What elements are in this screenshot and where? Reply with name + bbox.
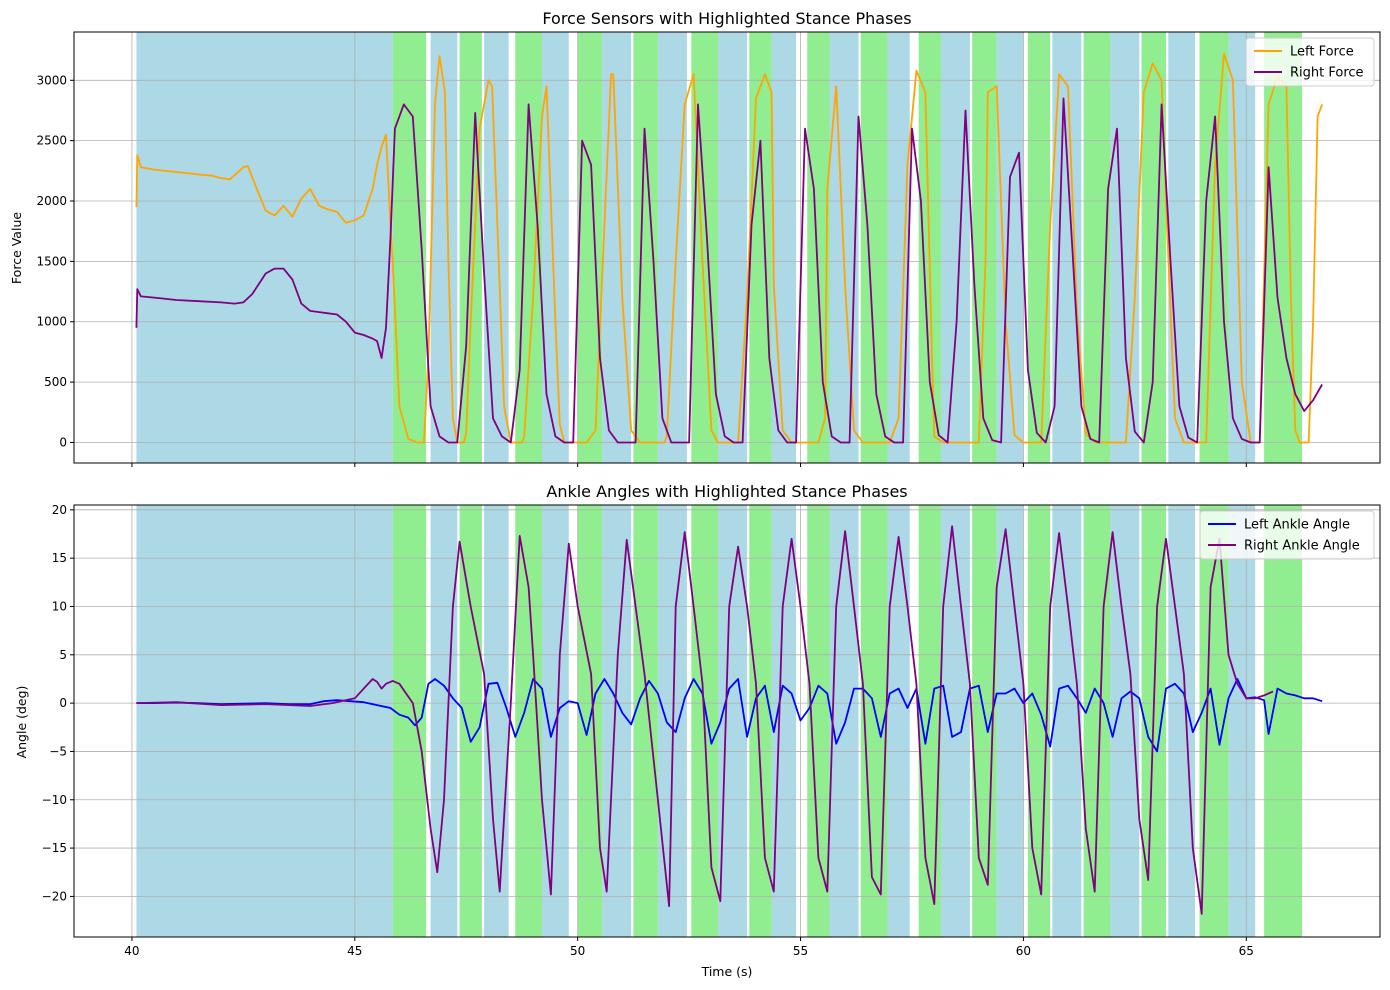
force-y-axis-label: Force Value — [9, 212, 24, 284]
y-tick-label-0: 0 — [59, 435, 67, 449]
y-tick-label-2: −10 — [42, 793, 67, 807]
right-stance-span-9 — [887, 505, 910, 937]
right-stance-span-15 — [1228, 505, 1256, 937]
force-plot-area: 0 500 1000 1500 2000 2500 3000 Left Force Right … — [36, 31, 1381, 467]
right-stance-span-0 — [136, 505, 393, 937]
y-tick-label-4: 0 — [59, 696, 67, 710]
right-stance-span-12 — [1052, 32, 1082, 463]
y-tick-label-0: −20 — [42, 889, 67, 903]
y-tick-label-1: 500 — [44, 375, 67, 389]
left-stance-span-7 — [807, 505, 830, 937]
right-stance-span-2 — [484, 32, 509, 463]
right-stance-span-0 — [136, 32, 393, 463]
legend-box — [1199, 510, 1375, 560]
force-series-line-1 — [135, 97, 1323, 444]
y-tick-label-5: 2500 — [36, 134, 67, 148]
angle-legend: Left Ankle Angle Right Ankle Angle — [1199, 510, 1375, 560]
x-tick-label-5: 65 — [1239, 944, 1254, 958]
force-stance-shading — [136, 32, 1302, 463]
x-tick-label-2: 50 — [570, 944, 585, 958]
right-stance-span-9 — [887, 32, 910, 463]
legend-label-0: Left Force — [1290, 45, 1354, 60]
force-series-line-0 — [135, 52, 1323, 444]
right-stance-span-14 — [1168, 32, 1196, 463]
angle-plot-area: 40 45 50 55 60 65 −20 −15 −10 −5 0 5 10 15 20 Left Ankl… — [42, 503, 1381, 958]
force-axes-frame — [73, 31, 1381, 464]
y-tick-label-2: 1000 — [36, 315, 67, 329]
force-grid — [74, 32, 1380, 463]
x-tick-label-1: 45 — [347, 944, 362, 958]
right-stance-span-2 — [484, 505, 509, 937]
right-stance-span-4 — [602, 32, 632, 463]
angle-series-line-1 — [136, 525, 1274, 915]
left-stance-span-12 — [1083, 505, 1111, 937]
force-panel: Force Sensors with Highlighted Stance Ph… — [9, 9, 1381, 467]
left-stance-span-11 — [1027, 505, 1051, 937]
angle-series-line-0 — [136, 678, 1323, 753]
right-stance-span-10 — [940, 32, 970, 463]
left-stance-span-4 — [633, 505, 658, 937]
y-tick-label-5: 5 — [59, 648, 67, 662]
angle-panel: Ankle Angles with Highlighted Stance Pha… — [14, 482, 1381, 979]
legend-label-1: Right Force — [1290, 66, 1364, 81]
y-tick-label-7: 15 — [52, 551, 67, 565]
right-stance-span-11 — [996, 505, 1024, 937]
right-stance-span-11 — [996, 32, 1024, 463]
y-tick-label-8: 20 — [52, 503, 67, 517]
left-stance-span-1 — [459, 505, 482, 937]
right-stance-span-1 — [430, 505, 458, 937]
right-stance-span-13 — [1110, 505, 1140, 937]
angle-axes-frame — [73, 504, 1381, 938]
right-stance-span-4 — [602, 505, 632, 937]
left-stance-span-3 — [577, 32, 603, 463]
right-stance-span-7 — [771, 32, 797, 463]
right-stance-span-13 — [1110, 32, 1140, 463]
y-tick-label-1: −15 — [42, 841, 67, 855]
angle-stance-shading — [136, 505, 1302, 937]
x-tick-label-0: 40 — [124, 944, 139, 958]
force-chart-title: Force Sensors with Highlighted Stance Ph… — [542, 9, 911, 28]
left-stance-span-0 — [392, 505, 427, 937]
y-tick-label-6: 10 — [52, 599, 67, 613]
x-tick-label-3: 55 — [793, 944, 808, 958]
right-stance-span-1 — [430, 32, 458, 463]
right-stance-span-15 — [1228, 32, 1256, 463]
legend-label-1: Right Ankle Angle — [1244, 539, 1360, 554]
y-tick-label-6: 3000 — [36, 73, 67, 87]
left-stance-span-15 — [1264, 505, 1302, 937]
right-stance-span-8 — [829, 505, 859, 937]
right-stance-span-6 — [718, 32, 748, 463]
y-tick-label-3: −5 — [49, 744, 67, 758]
x-tick-label-4: 60 — [1016, 944, 1031, 958]
angle-y-axis-label: Angle (deg) — [14, 686, 29, 759]
y-tick-label-3: 1500 — [36, 254, 67, 268]
legend-label-0: Left Ankle Angle — [1244, 518, 1350, 533]
right-stance-span-10 — [940, 505, 970, 937]
force-legend: Left Force Right Force — [1245, 37, 1375, 87]
left-stance-span-10 — [972, 32, 997, 463]
angle-chart-title: Ankle Angles with Highlighted Stance Pha… — [546, 482, 907, 501]
left-stance-span-7 — [807, 32, 830, 463]
left-stance-span-15 — [1264, 32, 1302, 463]
time-x-axis-label: Time (s) — [701, 964, 753, 979]
left-stance-span-6 — [749, 32, 772, 463]
right-stance-span-5 — [657, 32, 687, 463]
y-tick-label-4: 2000 — [36, 194, 67, 208]
left-stance-span-8 — [860, 32, 888, 463]
right-stance-span-6 — [718, 505, 748, 937]
right-stance-span-12 — [1052, 505, 1082, 937]
left-stance-span-6 — [749, 505, 772, 937]
